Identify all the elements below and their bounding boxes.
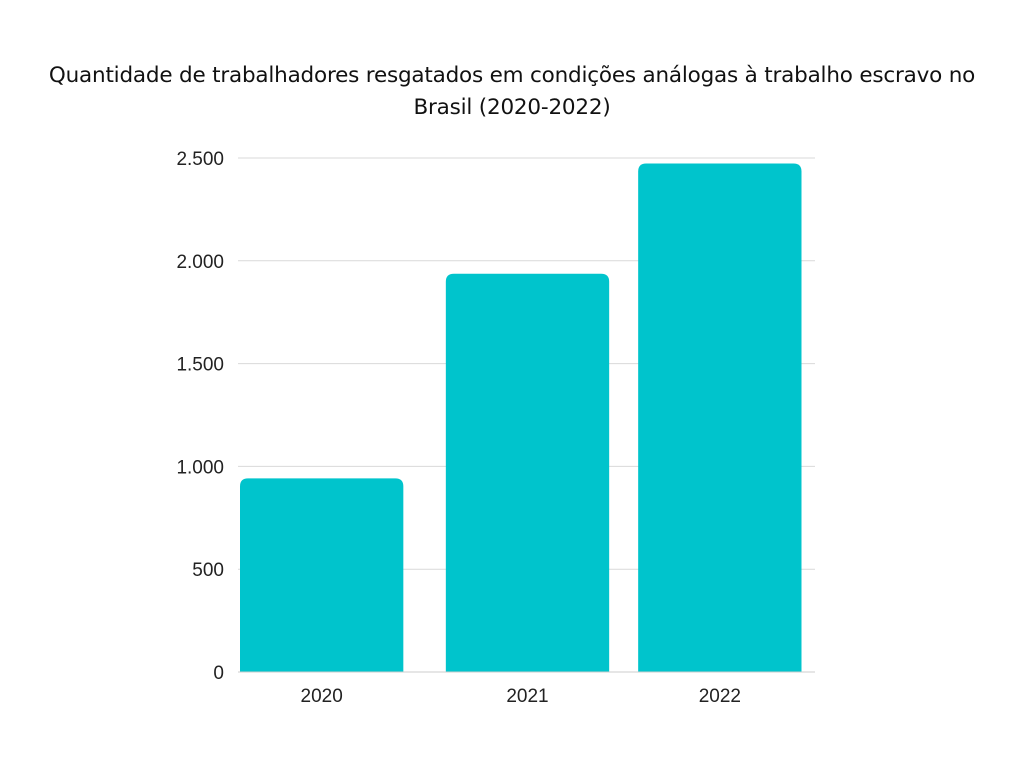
x-axis-ticks: 2020 2021 2022 xyxy=(301,686,741,707)
y-tick-label: 1.000 xyxy=(176,457,224,478)
y-tick-label: 2.000 xyxy=(176,252,224,273)
y-tick-label: 0 xyxy=(213,663,224,684)
bar-2020 xyxy=(240,478,404,672)
y-tick-label: 1.500 xyxy=(176,355,224,376)
bar-2021 xyxy=(445,273,610,672)
y-tick-label: 500 xyxy=(192,560,224,581)
x-tick-label: 2021 xyxy=(506,686,548,707)
chart-title: Quantidade de trabalhadores resgatados e… xyxy=(48,63,976,120)
bars xyxy=(240,163,802,672)
x-tick-label: 2022 xyxy=(699,686,741,707)
y-tick-label: 2.500 xyxy=(176,149,224,170)
x-tick-label: 2020 xyxy=(301,686,343,707)
bar-2022 xyxy=(638,163,802,672)
y-axis-ticks: 0 500 1.000 1.500 2.000 2.500 xyxy=(176,149,224,684)
